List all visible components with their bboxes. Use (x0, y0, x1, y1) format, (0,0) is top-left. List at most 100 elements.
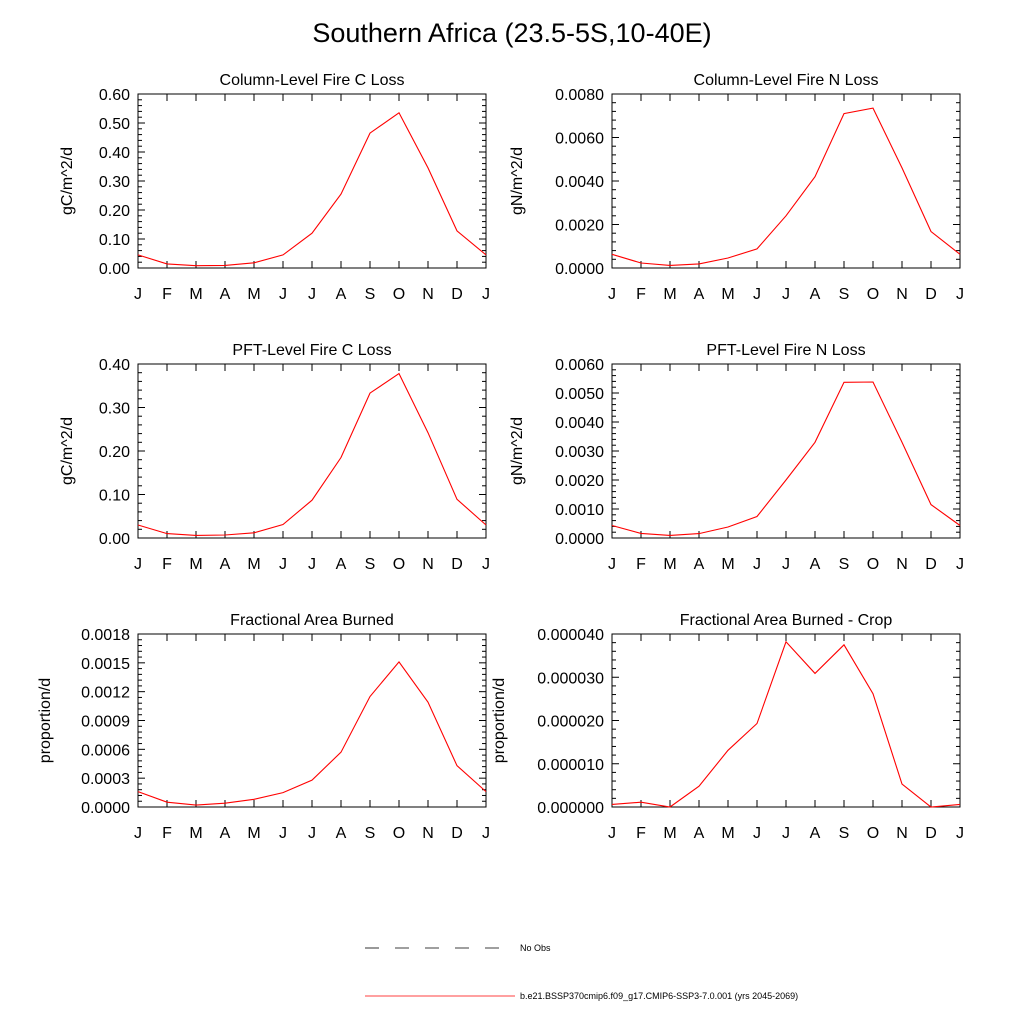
fractional-area-burned-x-tick-label: J (279, 825, 287, 842)
column-level-fire-c-loss-y-tick-label: 0.50 (99, 116, 130, 133)
column-level-fire-c-loss-x-tick-label: J (134, 286, 142, 303)
fractional-area-burned-crop-x-tick-label: J (753, 825, 761, 842)
column-level-fire-n-loss-y-tick-label: 0.0080 (555, 87, 604, 104)
column-level-fire-n-loss-y-tick-label: 0.0060 (555, 131, 604, 148)
fractional-area-burned-series-line (137, 661, 487, 806)
fractional-area-burned-crop-x-tick-label: A (694, 825, 705, 842)
fractional-area-burned-plot-frame (137, 633, 487, 808)
column-level-fire-n-loss-y-tick-label: 0.0040 (555, 174, 604, 191)
fractional-area-burned-crop-x-tick-label: F (636, 825, 646, 842)
column-level-fire-c-loss-y-axis-label: gC/m^2/d (59, 147, 76, 215)
column-level-fire-n-loss-x-tick-label: M (721, 286, 734, 303)
pft-level-fire-c-loss-x-tick-label: M (189, 556, 202, 573)
pft-level-fire-n-loss-x-tick-label: M (663, 556, 676, 573)
fractional-area-burned-crop-x-tick-label: M (663, 825, 676, 842)
column-level-fire-n-loss-x-tick-label: O (867, 286, 879, 303)
column-level-fire-c-loss-y-tick-label: 0.20 (99, 203, 130, 220)
fractional-area-burned-crop-x-tick-label: N (896, 825, 908, 842)
pft-level-fire-c-loss-x-tick-label: J (279, 556, 287, 573)
pft-level-fire-n-loss-x-tick-label: D (925, 556, 937, 573)
fractional-area-burned-x-tick-label: O (393, 825, 405, 842)
pft-level-fire-c-loss-x-tick-label: A (220, 556, 231, 573)
pft-level-fire-c-loss-y-tick-label: 0.40 (99, 357, 130, 374)
column-level-fire-c-loss-x-tick-label: S (365, 286, 376, 303)
column-level-fire-c-loss-x-tick-label: O (393, 286, 405, 303)
pft-level-fire-n-loss-y-axis-label: gN/m^2/d (509, 417, 526, 485)
pft-level-fire-n-loss-x-tick-label: J (608, 556, 616, 573)
fractional-area-burned-crop-y-tick-label: 0.000000 (537, 800, 604, 817)
legend: No Obs b.e21.BSSP370cmip6.f09_g17.CMIP6-… (365, 943, 798, 1001)
column-level-fire-n-loss-series-line (611, 107, 961, 266)
column-level-fire-n-loss-title: Column-Level Fire N Loss (694, 72, 879, 89)
column-level-fire-c-loss-x-tick-label: A (220, 286, 231, 303)
fractional-area-burned-y-tick-label: 0.0015 (81, 656, 130, 673)
pft-level-fire-n-loss-series-line (611, 381, 961, 536)
pft-level-fire-n-loss-plot-frame (611, 363, 961, 539)
fractional-area-burned-y-tick-label: 0.0000 (81, 800, 130, 817)
fractional-area-burned-y-tick-label: 0.0018 (81, 627, 130, 644)
fractional-area-burned-crop-x-tick-label: A (810, 825, 821, 842)
pft-level-fire-c-loss-y-tick-label: 0.20 (99, 444, 130, 461)
column-level-fire-n-loss-x-tick-label: J (608, 286, 616, 303)
column-level-fire-c-loss-x-tick-label: F (162, 286, 172, 303)
pft-level-fire-c-loss-series-line (137, 372, 487, 536)
column-level-fire-n-loss-x-tick-label: M (663, 286, 676, 303)
fractional-area-burned-crop-x-tick-label: M (721, 825, 734, 842)
fractional-area-burned-crop-x-tick-label: J (782, 825, 790, 842)
fractional-area-burned-x-tick-label: J (134, 825, 142, 842)
pft-level-fire-n-loss-y-tick-label: 0.0000 (555, 531, 604, 548)
column-level-fire-c-loss-x-tick-label: J (308, 286, 316, 303)
pft-level-fire-c-loss-y-tick-label: 0.30 (99, 401, 130, 418)
fractional-area-burned-x-tick-label: M (247, 825, 260, 842)
pft-level-fire-n-loss-y-tick-label: 0.0020 (555, 473, 604, 490)
pft-level-fire-c-loss-x-tick-label: N (422, 556, 434, 573)
column-level-fire-n-loss-y-tick-label: 0.0020 (555, 218, 604, 235)
column-level-fire-c-loss-x-tick-label: D (451, 286, 463, 303)
pft-level-fire-c-loss-x-tick-label: F (162, 556, 172, 573)
pft-level-fire-c-loss-x-tick-label: S (365, 556, 376, 573)
pft-level-fire-n-loss-title: PFT-Level Fire N Loss (706, 342, 865, 359)
column-level-fire-n-loss-y-axis-label: gN/m^2/d (509, 147, 526, 215)
column-level-fire-n-loss-x-tick-label: F (636, 286, 646, 303)
fractional-area-burned-x-tick-label: D (451, 825, 463, 842)
column-level-fire-n-loss-x-tick-label: A (694, 286, 705, 303)
fractional-area-burned-crop-series-line (611, 640, 961, 808)
column-level-fire-c-loss-y-tick-label: 0.10 (99, 232, 130, 249)
pft-level-fire-n-loss-x-tick-label: O (867, 556, 879, 573)
fractional-area-burned-crop-x-tick-label: O (867, 825, 879, 842)
column-level-fire-c-loss-x-tick-label: A (336, 286, 347, 303)
fractional-area-burned-y-tick-label: 0.0012 (81, 685, 130, 702)
pft-level-fire-c-loss-y-axis-label: gC/m^2/d (59, 417, 76, 485)
fractional-area-burned-crop-x-tick-label: S (839, 825, 850, 842)
column-level-fire-n-loss-y-tick-label: 0.0000 (555, 261, 604, 278)
fractional-area-burned-crop-y-tick-label: 0.000020 (537, 714, 604, 731)
column-level-fire-c-loss-x-tick-label: M (247, 286, 260, 303)
pft-level-fire-c-loss-x-tick-label: J (134, 556, 142, 573)
pft-level-fire-n-loss-y-tick-label: 0.0010 (555, 502, 604, 519)
column-level-fire-c-loss-y-tick-label: 0.30 (99, 174, 130, 191)
fractional-area-burned-x-tick-label: A (220, 825, 231, 842)
fractional-area-burned-crop-x-tick-label: J (956, 825, 964, 842)
fractional-area-burned-x-tick-label: M (189, 825, 202, 842)
fractional-area-burned-crop-y-axis-label: proportion/d (491, 678, 508, 763)
column-level-fire-n-loss-x-tick-label: J (782, 286, 790, 303)
fractional-area-burned-x-tick-label: A (336, 825, 347, 842)
pft-level-fire-n-loss-y-tick-label: 0.0050 (555, 386, 604, 403)
pft-level-fire-c-loss-y-tick-label: 0.00 (99, 531, 130, 548)
pft-level-fire-c-loss-x-tick-label: M (247, 556, 260, 573)
fractional-area-burned-y-tick-label: 0.0003 (81, 771, 130, 788)
pft-level-fire-n-loss-x-tick-label: F (636, 556, 646, 573)
pft-level-fire-n-loss-x-tick-label: M (721, 556, 734, 573)
pft-level-fire-n-loss-x-tick-label: J (753, 556, 761, 573)
fractional-area-burned-y-tick-label: 0.0009 (81, 714, 130, 731)
fractional-area-burned-x-tick-label: J (308, 825, 316, 842)
fractional-area-burned-x-tick-label: F (162, 825, 172, 842)
fractional-area-burned-crop-y-tick-label: 0.000030 (537, 670, 604, 687)
pft-level-fire-n-loss-x-tick-label: A (694, 556, 705, 573)
column-level-fire-c-loss-y-tick-label: 0.00 (99, 261, 130, 278)
